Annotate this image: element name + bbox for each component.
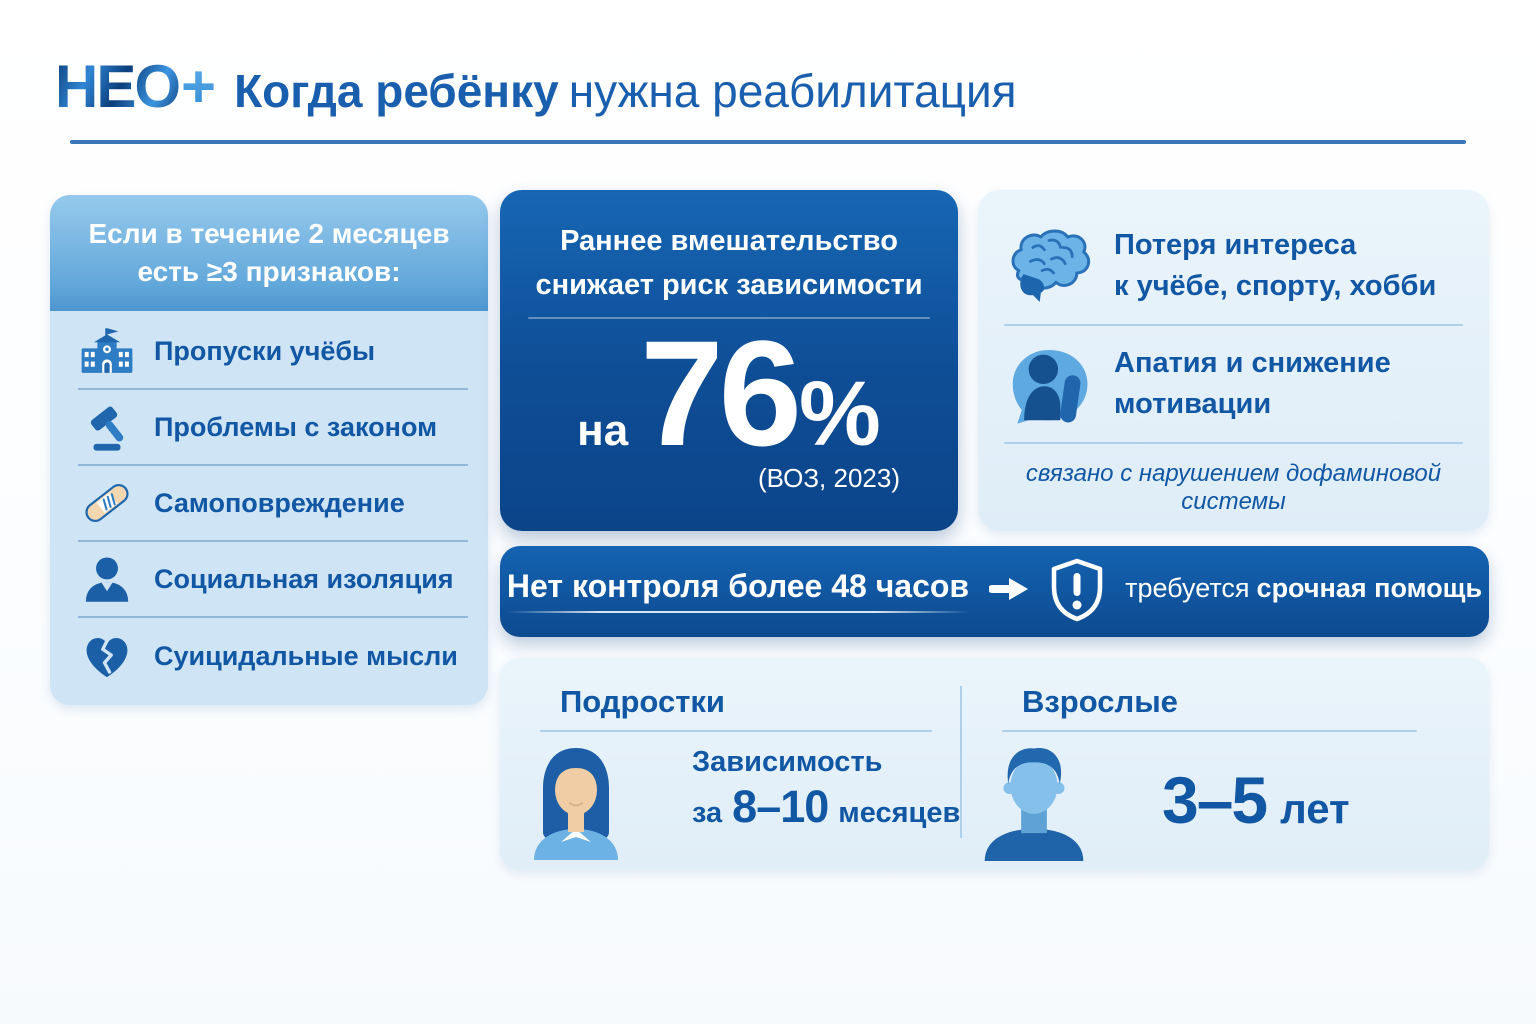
adult-man-avatar bbox=[978, 741, 1090, 866]
arrow-right-icon bbox=[989, 576, 1029, 602]
adults-title: Взрослые bbox=[1022, 684, 1178, 719]
symptom-text: Апатия и снижение мотивации bbox=[1114, 343, 1391, 424]
sign-label: Суицидальные мысли bbox=[154, 640, 458, 671]
symptom-line1: Потеря интереса bbox=[1114, 229, 1357, 262]
symptom-line2: мотивации bbox=[1114, 388, 1272, 420]
neo-plus-logo: НЕО+ bbox=[55, 52, 216, 121]
teens-column: Подростки Зависимость за 8–10 bbox=[500, 658, 962, 870]
teens-duration: за 8–10 месяцев bbox=[692, 781, 962, 833]
list-item-law-problems: Проблемы с законом bbox=[78, 390, 468, 466]
teen-girl-avatar bbox=[526, 741, 626, 866]
teens-text: Зависимость за 8–10 месяцев bbox=[692, 746, 962, 833]
stat-heading-line2: снижает риск зависимости bbox=[535, 268, 923, 301]
shield-exclamation-icon bbox=[1049, 558, 1105, 622]
header: НЕО+ Когда ребёнку нужна реабилитация bbox=[55, 52, 1017, 121]
page-title: Когда ребёнку нужна реабилитация bbox=[234, 64, 1016, 118]
stat-value: на 76 % bbox=[500, 309, 958, 477]
dopamine-note: связано с нарушением дофаминовой системы bbox=[1025, 460, 1442, 515]
signs-heading-line2: есть ≥3 признаков: bbox=[137, 256, 401, 287]
teens-duration-suffix: месяцев bbox=[838, 797, 961, 829]
stat-value-prefix: на bbox=[577, 406, 629, 455]
sign-label: Социальная изоляция bbox=[154, 563, 454, 594]
logo-text: НЕО bbox=[55, 53, 181, 120]
adults-column: Взрослые 3–5 лет bbox=[962, 658, 1489, 870]
sign-label: Самоповреждение bbox=[154, 487, 405, 518]
signs-list: Пропуски учёбы Проблемы с законом bbox=[50, 311, 488, 694]
list-item-school-absence: Пропуски учёбы bbox=[78, 314, 468, 390]
signs-heading-line1: Если в течение 2 месяцев bbox=[88, 218, 450, 250]
signs-panel-heading: Если в течение 2 месяцев есть ≥3 признак… bbox=[50, 195, 488, 311]
stat-divider bbox=[528, 317, 930, 319]
signs-panel: Если в течение 2 месяцев есть ≥3 признак… bbox=[50, 195, 488, 705]
symptom-line1: Апатия и снижение bbox=[1114, 347, 1391, 380]
bandage-icon bbox=[78, 475, 136, 531]
apathy-icon bbox=[1004, 341, 1094, 427]
page-title-emphasis: Когда ребёнку bbox=[234, 65, 559, 117]
stat-source: (ВОЗ, 2023) bbox=[757, 462, 900, 493]
urgent-help-banner: Нет контроля более 48 часов требуется сро… bbox=[500, 546, 1489, 637]
school-icon bbox=[78, 325, 136, 377]
alert-action: требуется срочная помощь bbox=[1125, 573, 1482, 604]
header-divider bbox=[70, 140, 1466, 144]
adults-duration-value: 3–5 bbox=[1162, 763, 1268, 837]
brain-icon bbox=[1004, 227, 1094, 305]
timeline-vertical-divider bbox=[960, 686, 962, 838]
logo-plus-icon: + bbox=[181, 53, 216, 120]
adults-title-underline bbox=[1002, 730, 1417, 732]
list-item-social-isolation: Социальная изоляция bbox=[78, 542, 468, 618]
gavel-icon bbox=[78, 400, 136, 454]
symptom-row-apathy: Апатия и снижение мотивации bbox=[1004, 326, 1463, 442]
symptoms-divider bbox=[1004, 324, 1463, 326]
symptoms-panel: Потеря интереса к учёбе, спорту, хобби А… bbox=[978, 190, 1489, 531]
list-item-suicidal-thoughts: Суицидальные мысли bbox=[78, 618, 468, 694]
teens-title-underline bbox=[540, 730, 932, 732]
sign-label: Пропуски учёбы bbox=[154, 335, 376, 366]
symptom-text: Потеря интереса к учёбе, спорту, хобби bbox=[1114, 225, 1436, 306]
stat-value-number: 76 bbox=[640, 309, 802, 477]
stat-value-percent: % bbox=[799, 363, 881, 465]
symptom-line2: к учёбе, спорту, хобби bbox=[1114, 270, 1437, 302]
list-item-self-harm: Самоповреждение bbox=[78, 466, 468, 542]
teens-line1: Зависимость bbox=[692, 746, 883, 778]
stat-heading-line1: Раннее вмешательство bbox=[560, 225, 898, 257]
teens-duration-value: 8–10 bbox=[732, 781, 829, 832]
alert-action-prefix: требуется bbox=[1125, 573, 1250, 603]
symptom-row-interest-loss: Потеря интереса к учёбе, спорту, хобби bbox=[1004, 208, 1463, 324]
alert-condition: Нет контроля более 48 часов bbox=[506, 568, 970, 615]
timeline-panel: Подростки Зависимость за 8–10 bbox=[500, 658, 1489, 870]
person-icon bbox=[78, 553, 136, 605]
adults-text: 3–5 лет bbox=[1162, 762, 1489, 838]
symptoms-divider bbox=[1004, 442, 1463, 444]
sign-label: Проблемы с законом bbox=[154, 411, 438, 442]
stat-heading: Раннее вмешательство снижает риск зависи… bbox=[500, 220, 958, 307]
teens-duration-prefix: за bbox=[692, 797, 723, 829]
broken-heart-icon bbox=[78, 631, 136, 681]
page-title-rest: нужна реабилитация bbox=[568, 65, 1017, 117]
teens-title: Подростки bbox=[560, 684, 725, 719]
adults-duration-suffix: лет bbox=[1280, 785, 1350, 832]
early-intervention-stat-panel: Раннее вмешательство снижает риск зависи… bbox=[500, 190, 958, 531]
alert-action-emphasis: срочная помощь bbox=[1256, 573, 1483, 603]
